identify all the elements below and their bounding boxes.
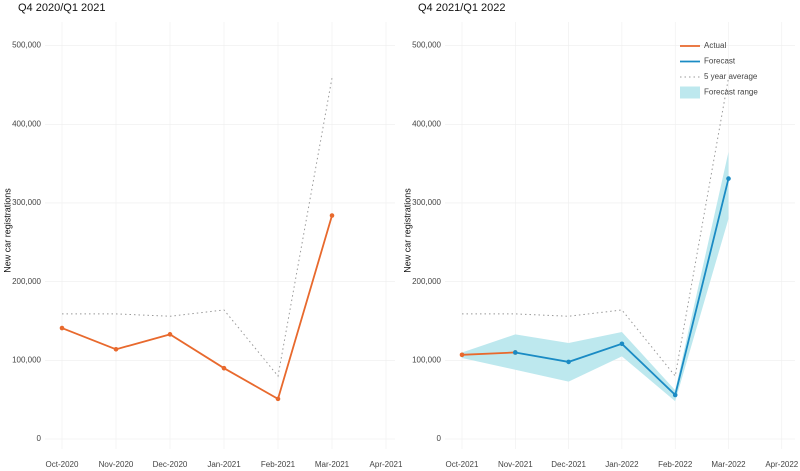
y-tick-label: 400,000 bbox=[12, 119, 41, 128]
x-tick-label: Nov-2021 bbox=[498, 460, 533, 469]
point bbox=[726, 176, 731, 181]
point bbox=[619, 341, 625, 347]
x-tick-label: Mar-2022 bbox=[711, 460, 746, 469]
y-tick-label: 200,000 bbox=[12, 277, 41, 286]
y-tick-label: 400,000 bbox=[412, 119, 441, 128]
point bbox=[672, 392, 678, 398]
x-tick-label: Nov-2020 bbox=[99, 460, 134, 469]
legend-label: 5 year average bbox=[704, 72, 758, 81]
chart-title: Q4 2021/Q1 2022 bbox=[418, 2, 505, 14]
point bbox=[167, 332, 173, 337]
forecast-range bbox=[462, 151, 729, 402]
point bbox=[59, 325, 65, 331]
point bbox=[113, 347, 119, 352]
y-tick-label: 0 bbox=[437, 434, 442, 443]
x-tick-label: Oct-2020 bbox=[46, 460, 79, 469]
y-axis-title: New car registrations bbox=[402, 188, 412, 273]
y-tick-label: 300,000 bbox=[12, 198, 41, 207]
line bbox=[62, 77, 333, 378]
y-axis-title: New car registrations bbox=[2, 188, 12, 273]
y-tick-label: 100,000 bbox=[12, 355, 41, 364]
x-tick-label: Apr-2021 bbox=[370, 460, 403, 469]
y-tick-label: 500,000 bbox=[12, 41, 41, 50]
legend-label: Forecast range bbox=[704, 88, 758, 97]
x-tick-label: Jan-2022 bbox=[605, 460, 639, 469]
legend-swatch bbox=[680, 86, 700, 99]
x-tick-label: Apr-2022 bbox=[765, 460, 798, 469]
y-tick-label: 100,000 bbox=[412, 355, 441, 364]
chart-title: Q4 2020/Q1 2021 bbox=[18, 2, 105, 14]
point bbox=[221, 365, 227, 371]
point bbox=[329, 213, 335, 218]
line bbox=[461, 351, 516, 356]
x-tick-label: Feb-2021 bbox=[261, 460, 296, 469]
y-tick-label: 0 bbox=[37, 434, 42, 443]
y-tick-label: 200,000 bbox=[412, 277, 441, 286]
point bbox=[275, 396, 281, 402]
legend-label: Forecast bbox=[704, 57, 736, 66]
x-tick-label: Mar-2021 bbox=[315, 460, 350, 469]
x-tick-label: Dec-2020 bbox=[153, 460, 188, 469]
point bbox=[459, 352, 465, 358]
x-tick-label: Feb-2022 bbox=[658, 460, 693, 469]
line bbox=[61, 215, 333, 401]
y-tick-label: 300,000 bbox=[412, 198, 441, 207]
x-tick-label: Jan-2021 bbox=[207, 460, 241, 469]
x-tick-label: Dec-2021 bbox=[551, 460, 586, 469]
point bbox=[566, 359, 571, 365]
x-tick-label: Oct-2021 bbox=[446, 460, 479, 469]
point bbox=[513, 350, 518, 355]
legend-label: Actual bbox=[704, 41, 726, 50]
y-tick-label: 500,000 bbox=[412, 41, 441, 50]
